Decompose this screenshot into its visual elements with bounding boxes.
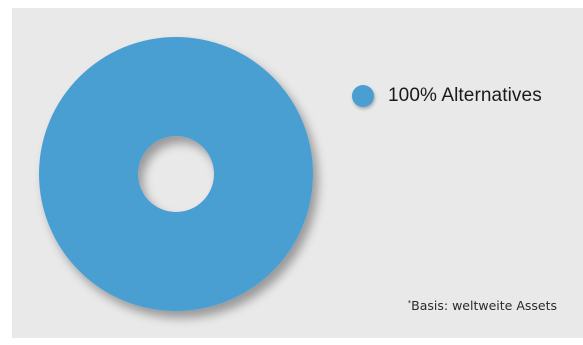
footnote-text: Basis: weltweite Assets: [411, 298, 557, 313]
donut-slice-alternatives: [39, 37, 313, 311]
legend: 100% Alternatives: [352, 85, 542, 107]
legend-swatch-alternatives: [352, 85, 374, 107]
footnote-marker: *: [407, 298, 412, 307]
footnote: *Basis: weltweite Assets: [408, 298, 557, 313]
legend-label-alternatives: 100% Alternatives: [388, 85, 542, 106]
